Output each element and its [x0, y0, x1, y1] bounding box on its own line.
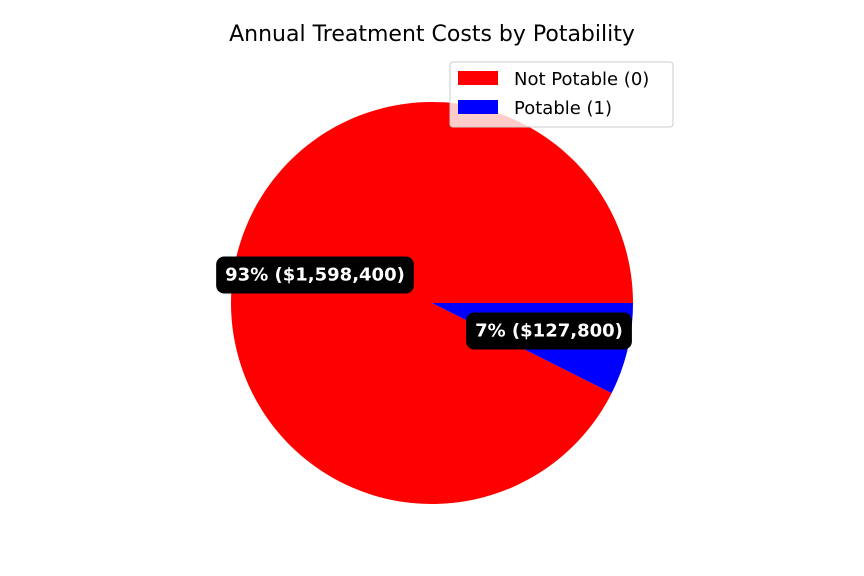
data-label-text-potable: 7% ($127,800): [475, 321, 623, 342]
pie-data-labels: 93% ($1,598,400) 7% ($127,800): [216, 256, 632, 350]
pie-slices: [230, 102, 633, 505]
chart-title: Annual Treatment Costs by Potability: [229, 22, 635, 47]
legend-frame: [449, 61, 674, 128]
data-label-text-not-potable: 93% ($1,598,400): [225, 265, 405, 286]
data-label-potable: 7% ($127,800): [466, 312, 632, 350]
legend-swatch-potable: [458, 100, 498, 114]
data-label-box-not-potable: [216, 256, 414, 294]
pie-slice-not-potable: [230, 102, 633, 505]
legend-swatch-not-potable: [458, 71, 498, 85]
data-label-box-potable: [466, 312, 632, 350]
legend-label-potable: Potable (1): [514, 98, 612, 119]
data-label-not-potable: 93% ($1,598,400): [216, 256, 414, 294]
legend-label-not-potable: Not Potable (0): [514, 69, 649, 90]
legend: Not Potable (0) Potable (1): [449, 61, 674, 128]
